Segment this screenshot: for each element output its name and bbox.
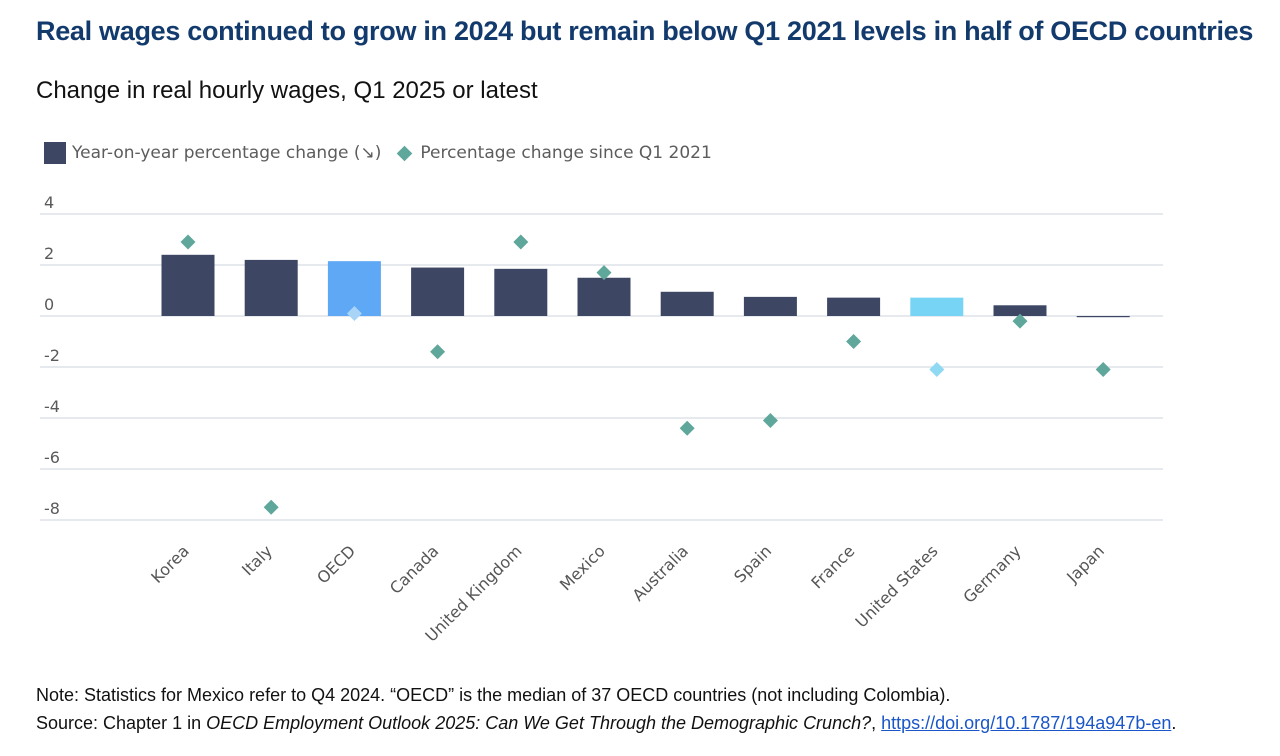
chart-subtitle: Change in real hourly wages, Q1 2025 or …: [36, 77, 538, 104]
y-tick-label: 4: [44, 193, 54, 212]
bar-united-kingdom[interactable]: [494, 268, 548, 316]
x-tick-label: France: [807, 541, 858, 592]
chart-title: Real wages continued to grow in 2024 but…: [36, 16, 1254, 46]
x-tick-label: Mexico: [556, 541, 609, 594]
point-germany[interactable]: [1012, 313, 1028, 329]
source-end: .: [1171, 713, 1177, 733]
legend-bar-label: Year-on-year percentage change (↘): [72, 143, 382, 163]
point-italy[interactable]: [263, 499, 279, 515]
source-title: OECD Employment Outlook 2025: Can We Get…: [206, 713, 872, 733]
bar-australia[interactable]: [660, 291, 714, 316]
x-tick-label: Japan: [1062, 541, 1108, 587]
source-separator: ,: [871, 713, 882, 733]
point-france[interactable]: [846, 334, 862, 349]
source-prefix: Source: Chapter 1 in: [36, 713, 207, 733]
bar-layer: [161, 254, 1130, 318]
y-tick-label: 0: [44, 295, 54, 314]
y-tick-label: -8: [44, 499, 60, 518]
x-tick-label: Italy: [238, 541, 276, 579]
legend-point-label: Percentage change since Q1 2021: [420, 143, 712, 163]
y-tick-label: -6: [44, 448, 60, 467]
point-korea[interactable]: [180, 234, 196, 250]
x-tick-label: Canada: [386, 541, 442, 597]
bar-japan[interactable]: [1076, 316, 1130, 318]
bar-canada[interactable]: [411, 267, 465, 316]
point-spain[interactable]: [762, 413, 778, 429]
x-tick-label: Korea: [147, 541, 193, 587]
point-layer: [180, 234, 1111, 515]
x-tick-label: Spain: [730, 541, 775, 586]
grid-layer: 4 2 0 -2 -4 -6 -8: [40, 193, 1163, 521]
point-united-states[interactable]: [929, 362, 945, 378]
bar-mexico[interactable]: [577, 277, 631, 316]
x-tick-label: Australia: [629, 541, 692, 604]
point-canada[interactable]: [430, 344, 446, 360]
bar-united-states[interactable]: [910, 297, 964, 316]
footnote: Note: Statistics for Mexico refer to Q4 …: [36, 681, 1176, 737]
source-line: Source: Chapter 1 in OECD Employment Out…: [36, 709, 1176, 737]
point-mexico[interactable]: [596, 265, 612, 281]
point-australia[interactable]: [679, 420, 695, 436]
y-tick-label: -2: [44, 346, 60, 365]
x-tick-label: United States: [852, 541, 942, 631]
note-line: Note: Statistics for Mexico refer to Q4 …: [36, 685, 951, 705]
point-united-kingdom[interactable]: [513, 234, 529, 250]
x-tick-label: Germany: [959, 541, 1024, 606]
source-link[interactable]: https://doi.org/10.1787/194a947b-en: [881, 713, 1172, 733]
point-japan[interactable]: [1095, 362, 1111, 378]
bar-france[interactable]: [827, 297, 881, 316]
y-tick-label: 2: [44, 244, 54, 263]
bar-germany[interactable]: [993, 305, 1047, 316]
y-tick-label: -4: [44, 397, 60, 416]
bar-italy[interactable]: [244, 259, 298, 316]
legend-bar-swatch: [44, 142, 66, 164]
bar-spain[interactable]: [743, 296, 797, 316]
bar-korea[interactable]: [161, 254, 215, 316]
point-oecd[interactable]: [346, 305, 362, 321]
legend: Year-on-year percentage change (↘) Perce…: [44, 142, 712, 164]
x-tick-label: OECD: [313, 541, 359, 587]
